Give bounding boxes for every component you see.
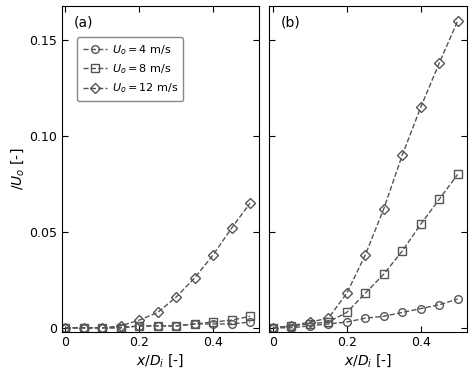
$U_o = 12$ m/s: [363, 253, 368, 257]
$U_o = 8$ m/s: [437, 197, 442, 202]
$U_o = 12$ m/s: [307, 320, 313, 324]
$U_o = 12$ m/s: [270, 326, 276, 330]
$U_o = 4$ m/s: [326, 322, 331, 326]
$U_o = 12$ m/s: [344, 291, 350, 296]
$U_o = 4$ m/s: [363, 316, 368, 321]
$U_o = 4$ m/s: [270, 326, 276, 330]
$U_o = 8$ m/s: [100, 326, 105, 330]
Line: $U_o = 12$ m/s: $U_o = 12$ m/s: [269, 17, 462, 332]
$U_o = 4$ m/s: [229, 322, 235, 326]
$U_o = 8$ m/s: [63, 326, 68, 330]
$U_o = 12$ m/s: [247, 201, 253, 205]
Line: $U_o = 4$ m/s: $U_o = 4$ m/s: [269, 295, 462, 332]
$U_o = 4$ m/s: [455, 297, 461, 301]
X-axis label: $x/D_i$ [-]: $x/D_i$ [-]: [137, 352, 184, 369]
Y-axis label: $/U_o$ [-]: $/U_o$ [-]: [9, 147, 26, 190]
$U_o = 8$ m/s: [229, 318, 235, 323]
$U_o = 4$ m/s: [192, 322, 198, 326]
$U_o = 4$ m/s: [307, 324, 313, 328]
$U_o = 8$ m/s: [307, 322, 313, 326]
$U_o = 12$ m/s: [326, 316, 331, 321]
$U_o = 12$ m/s: [192, 276, 198, 280]
$U_o = 4$ m/s: [173, 324, 179, 328]
$U_o = 12$ m/s: [118, 324, 124, 328]
$U_o = 12$ m/s: [381, 207, 387, 211]
Line: $U_o = 8$ m/s: $U_o = 8$ m/s: [62, 312, 254, 332]
$U_o = 4$ m/s: [137, 324, 142, 328]
$U_o = 12$ m/s: [437, 61, 442, 66]
$U_o = 8$ m/s: [326, 320, 331, 324]
$U_o = 8$ m/s: [210, 320, 216, 324]
$U_o = 8$ m/s: [381, 272, 387, 276]
$U_o = 12$ m/s: [455, 19, 461, 23]
$U_o = 8$ m/s: [247, 314, 253, 319]
$U_o = 8$ m/s: [137, 324, 142, 328]
$U_o = 4$ m/s: [344, 320, 350, 324]
$U_o = 4$ m/s: [118, 326, 124, 330]
$U_o = 4$ m/s: [210, 322, 216, 326]
$U_o = 4$ m/s: [247, 320, 253, 324]
$U_o = 12$ m/s: [400, 153, 405, 158]
$U_o = 12$ m/s: [137, 318, 142, 323]
Line: $U_o = 12$ m/s: $U_o = 12$ m/s: [62, 199, 254, 332]
$U_o = 12$ m/s: [100, 326, 105, 330]
$U_o = 12$ m/s: [210, 253, 216, 257]
Text: (b): (b): [281, 16, 301, 30]
X-axis label: $x/D_i$ [-]: $x/D_i$ [-]: [344, 352, 392, 369]
$U_o = 8$ m/s: [363, 291, 368, 296]
$U_o = 12$ m/s: [418, 105, 424, 110]
$U_o = 8$ m/s: [289, 324, 294, 328]
$U_o = 4$ m/s: [100, 326, 105, 330]
Text: (a): (a): [73, 16, 93, 30]
$U_o = 8$ m/s: [400, 249, 405, 254]
$U_o = 8$ m/s: [344, 310, 350, 315]
$U_o = 8$ m/s: [418, 222, 424, 227]
$U_o = 12$ m/s: [289, 324, 294, 328]
$U_o = 4$ m/s: [63, 326, 68, 330]
$U_o = 12$ m/s: [81, 326, 87, 330]
$U_o = 4$ m/s: [381, 314, 387, 319]
$U_o = 8$ m/s: [173, 324, 179, 328]
$U_o = 4$ m/s: [437, 302, 442, 307]
$U_o = 4$ m/s: [155, 324, 161, 328]
$U_o = 12$ m/s: [173, 295, 179, 299]
$U_o = 8$ m/s: [270, 326, 276, 330]
$U_o = 4$ m/s: [81, 326, 87, 330]
$U_o = 4$ m/s: [289, 326, 294, 330]
Line: $U_o = 4$ m/s: $U_o = 4$ m/s: [62, 318, 254, 332]
$U_o = 8$ m/s: [192, 322, 198, 326]
$U_o = 8$ m/s: [155, 324, 161, 328]
Legend: $U_o = 4$ m/s, $U_o = 8$ m/s, $U_o = 12$ m/s: $U_o = 4$ m/s, $U_o = 8$ m/s, $U_o = 12$…: [77, 37, 183, 101]
$U_o = 12$ m/s: [155, 310, 161, 315]
$U_o = 8$ m/s: [118, 326, 124, 330]
$U_o = 4$ m/s: [400, 310, 405, 315]
$U_o = 8$ m/s: [81, 326, 87, 330]
Line: $U_o = 8$ m/s: $U_o = 8$ m/s: [269, 171, 462, 332]
$U_o = 4$ m/s: [418, 306, 424, 311]
$U_o = 12$ m/s: [63, 326, 68, 330]
$U_o = 12$ m/s: [229, 226, 235, 230]
$U_o = 8$ m/s: [455, 172, 461, 177]
